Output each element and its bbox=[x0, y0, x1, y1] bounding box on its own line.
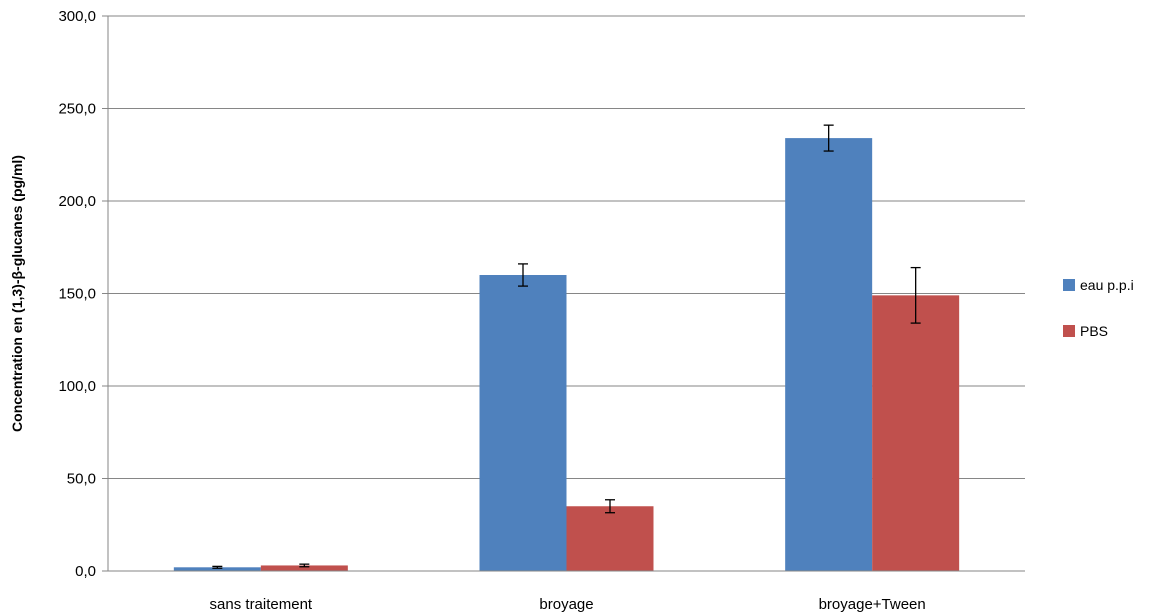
bar bbox=[260, 565, 348, 571]
x-tick-label: broyage bbox=[539, 596, 593, 613]
y-tick-label: 300,0 bbox=[58, 8, 96, 25]
legend-swatch bbox=[1063, 279, 1075, 291]
error-bars bbox=[212, 124, 921, 569]
bar bbox=[872, 295, 960, 571]
bars bbox=[173, 138, 960, 571]
y-tick-label: 0,0 bbox=[75, 563, 96, 580]
y-tick-label: 150,0 bbox=[58, 286, 96, 303]
x-axis-ticks: sans traitement broyage broyage+Tween bbox=[210, 596, 926, 613]
x-tick-label: sans traitement bbox=[210, 596, 313, 613]
y-tick-label: 200,0 bbox=[58, 193, 96, 210]
bar bbox=[785, 138, 873, 571]
y-axis-ticks: 0,0 50,0 100,0 150,0 200,0 250,0 300,0 bbox=[58, 8, 108, 580]
legend: eau p.p.i PBS bbox=[1063, 277, 1134, 339]
y-axis-label: Concentration en (1,3)-β-glucanes (pg/ml… bbox=[9, 155, 25, 432]
x-tick-label: broyage+Tween bbox=[819, 596, 926, 613]
bar bbox=[566, 506, 654, 571]
legend-label: eau p.p.i bbox=[1080, 277, 1134, 293]
y-tick-label: 50,0 bbox=[67, 471, 96, 488]
legend-swatch bbox=[1063, 325, 1075, 337]
y-tick-label: 100,0 bbox=[58, 378, 96, 395]
legend-label: PBS bbox=[1080, 323, 1108, 339]
bar bbox=[173, 567, 261, 571]
bar bbox=[479, 275, 567, 571]
y-tick-label: 250,0 bbox=[58, 101, 96, 118]
